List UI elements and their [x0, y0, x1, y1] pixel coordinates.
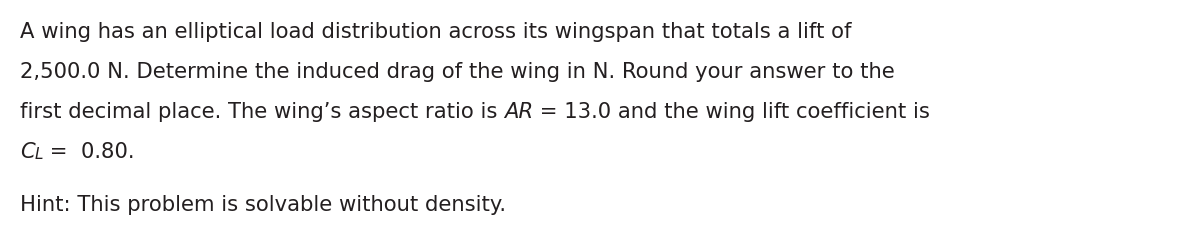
Text: Hint: This problem is solvable without density.: Hint: This problem is solvable without d…	[20, 195, 506, 215]
Text: C: C	[20, 142, 35, 162]
Text: AR: AR	[504, 102, 533, 122]
Text: 2,500.0 N. Determine the induced drag of the wing in N. Round your answer to the: 2,500.0 N. Determine the induced drag of…	[20, 62, 895, 82]
Text: L: L	[35, 147, 43, 162]
Text: =  0.80.: = 0.80.	[43, 142, 134, 162]
Text: first decimal place. The wing’s aspect ratio is: first decimal place. The wing’s aspect r…	[20, 102, 504, 122]
Text: A wing has an elliptical load distribution across its wingspan that totals a lif: A wing has an elliptical load distributi…	[20, 22, 852, 42]
Text: = 13.0 and the wing lift coefficient is: = 13.0 and the wing lift coefficient is	[533, 102, 930, 122]
